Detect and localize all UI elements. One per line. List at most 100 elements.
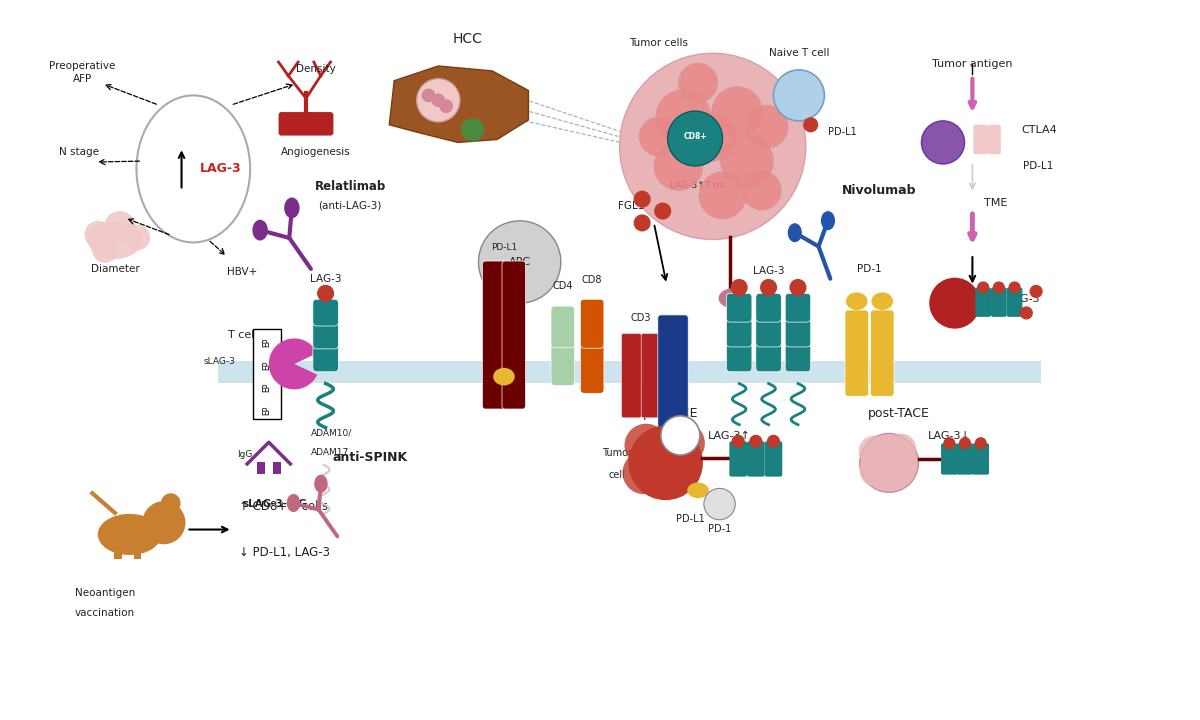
Text: Relatlimab: Relatlimab bbox=[314, 181, 385, 194]
FancyBboxPatch shape bbox=[756, 318, 781, 347]
Text: Nivolumab: Nivolumab bbox=[842, 184, 917, 197]
FancyBboxPatch shape bbox=[756, 343, 781, 372]
Text: LAG-3: LAG-3 bbox=[752, 266, 785, 276]
Text: LAG-3: LAG-3 bbox=[200, 163, 241, 176]
FancyBboxPatch shape bbox=[726, 293, 752, 322]
Text: AFP: AFP bbox=[73, 73, 92, 84]
Bar bbox=[257, 462, 265, 474]
Text: Preoperative: Preoperative bbox=[49, 61, 115, 71]
Circle shape bbox=[161, 493, 180, 513]
Circle shape bbox=[654, 141, 703, 191]
Bar bbox=[272, 462, 281, 474]
FancyBboxPatch shape bbox=[313, 345, 338, 372]
FancyBboxPatch shape bbox=[482, 261, 506, 409]
Circle shape bbox=[421, 89, 436, 102]
Text: PD-L1: PD-L1 bbox=[676, 514, 704, 524]
Text: Tumor cells: Tumor cells bbox=[629, 38, 689, 48]
FancyBboxPatch shape bbox=[278, 112, 334, 135]
Circle shape bbox=[84, 221, 112, 248]
Circle shape bbox=[978, 282, 989, 293]
Text: Tumor: Tumor bbox=[601, 448, 631, 458]
Text: PD-L1: PD-L1 bbox=[1024, 161, 1054, 171]
FancyBboxPatch shape bbox=[870, 310, 894, 396]
Ellipse shape bbox=[788, 224, 802, 241]
Circle shape bbox=[619, 53, 806, 240]
Text: PD-1: PD-1 bbox=[708, 523, 731, 534]
Circle shape bbox=[667, 111, 722, 166]
FancyBboxPatch shape bbox=[641, 333, 661, 418]
Circle shape bbox=[712, 86, 763, 138]
Text: T cell: T cell bbox=[228, 330, 257, 341]
Text: HBV+: HBV+ bbox=[227, 267, 258, 277]
Text: (anti-LAG-3): (anti-LAG-3) bbox=[318, 200, 382, 210]
Circle shape bbox=[745, 105, 788, 148]
Text: PD-L1: PD-L1 bbox=[828, 127, 857, 137]
FancyBboxPatch shape bbox=[785, 318, 811, 347]
Circle shape bbox=[416, 78, 460, 122]
Circle shape bbox=[994, 282, 1004, 293]
FancyBboxPatch shape bbox=[581, 300, 604, 348]
Bar bbox=[114, 547, 121, 559]
Text: APC: APC bbox=[509, 257, 530, 267]
FancyBboxPatch shape bbox=[973, 125, 988, 154]
Circle shape bbox=[624, 423, 667, 467]
Circle shape bbox=[859, 436, 890, 467]
Circle shape bbox=[104, 211, 136, 243]
Text: EP: EP bbox=[263, 383, 271, 392]
Circle shape bbox=[886, 433, 917, 465]
FancyBboxPatch shape bbox=[972, 444, 989, 474]
FancyBboxPatch shape bbox=[581, 344, 604, 393]
Circle shape bbox=[678, 63, 718, 102]
Ellipse shape bbox=[88, 222, 142, 259]
Circle shape bbox=[318, 286, 334, 301]
Circle shape bbox=[655, 203, 671, 219]
Bar bbox=[133, 547, 142, 559]
FancyBboxPatch shape bbox=[756, 293, 781, 322]
Text: EP: EP bbox=[263, 360, 271, 369]
Circle shape bbox=[768, 436, 779, 447]
Circle shape bbox=[859, 455, 892, 487]
Circle shape bbox=[732, 436, 744, 447]
Text: TME: TME bbox=[984, 198, 1008, 208]
Circle shape bbox=[461, 118, 485, 141]
FancyBboxPatch shape bbox=[730, 441, 746, 477]
Circle shape bbox=[92, 238, 118, 263]
Text: LAG-3↓: LAG-3↓ bbox=[929, 431, 971, 441]
FancyBboxPatch shape bbox=[502, 261, 526, 409]
FancyBboxPatch shape bbox=[1007, 287, 1022, 317]
Circle shape bbox=[1031, 286, 1042, 297]
Circle shape bbox=[689, 112, 737, 161]
Text: pre-TACE: pre-TACE bbox=[643, 408, 698, 420]
Text: ADAM10/: ADAM10/ bbox=[311, 428, 352, 437]
Circle shape bbox=[750, 436, 762, 447]
Circle shape bbox=[742, 171, 781, 210]
Ellipse shape bbox=[97, 514, 162, 555]
Circle shape bbox=[1009, 282, 1020, 293]
Text: post-TACE: post-TACE bbox=[868, 408, 930, 420]
Text: CD8+: CD8+ bbox=[683, 132, 707, 141]
Text: anti-SPINK: anti-SPINK bbox=[332, 451, 407, 464]
FancyBboxPatch shape bbox=[551, 306, 575, 348]
Text: CD4: CD4 bbox=[552, 282, 574, 292]
Ellipse shape bbox=[493, 368, 515, 385]
FancyBboxPatch shape bbox=[726, 343, 752, 372]
Ellipse shape bbox=[719, 289, 746, 308]
Circle shape bbox=[774, 70, 824, 121]
Text: PD-1: PD-1 bbox=[857, 264, 882, 274]
Circle shape bbox=[629, 426, 703, 500]
FancyBboxPatch shape bbox=[976, 287, 991, 317]
Circle shape bbox=[761, 279, 776, 295]
FancyBboxPatch shape bbox=[941, 444, 958, 474]
FancyBboxPatch shape bbox=[764, 441, 782, 477]
Ellipse shape bbox=[253, 220, 268, 240]
Circle shape bbox=[623, 451, 666, 494]
Ellipse shape bbox=[137, 96, 250, 243]
Ellipse shape bbox=[871, 292, 893, 310]
Text: PD-L1: PD-L1 bbox=[491, 243, 517, 252]
Circle shape bbox=[922, 121, 965, 164]
Text: Neoantigen: Neoantigen bbox=[74, 588, 136, 598]
Circle shape bbox=[929, 278, 980, 328]
Polygon shape bbox=[389, 66, 528, 143]
Circle shape bbox=[976, 438, 986, 449]
FancyBboxPatch shape bbox=[956, 444, 973, 474]
